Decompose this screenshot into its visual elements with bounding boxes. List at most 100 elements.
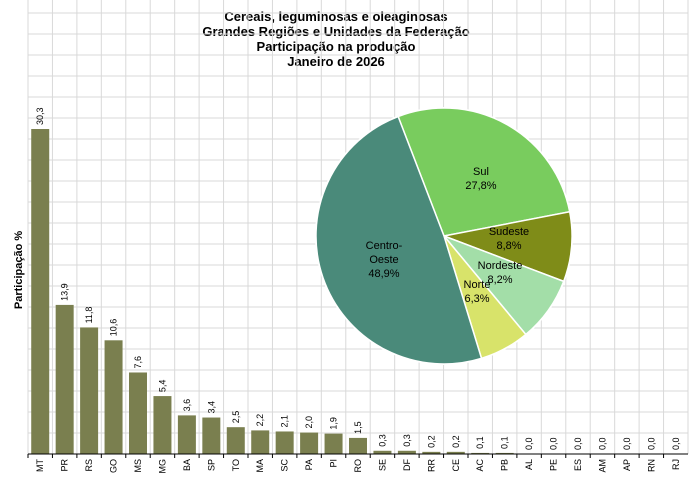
bar-pr [55,304,74,454]
category-label-rr: RR [426,459,436,472]
bar-ce [446,451,465,454]
value-label-sc: 2,1 [280,415,290,428]
pie-label-nordeste: Nordeste 8,2% [478,260,523,286]
pie-value-sul: 27,8% [465,180,496,192]
pie-slice-centrooeste [315,115,483,365]
category-label-mg: MG [157,459,167,474]
category-label-pb: PB [500,459,510,471]
title-line-1: Cereais, leguminosas e oleaginosas [224,9,447,24]
title-line-3: Participação na produção [257,39,416,54]
value-label-ap: 0,0 [622,437,632,450]
category-label-ap: AP [622,459,632,471]
category-label-rn: RN [646,459,656,472]
title-line-4: Janeiro de 2026 [287,54,385,69]
value-label-am: 0,0 [597,437,607,450]
pie-label-sul: Sul 27,8% [465,166,496,192]
bar-mt [31,129,50,454]
value-label-ma: 2,2 [255,414,265,427]
category-label-mt: MT [35,459,45,472]
value-label-rs: 11,8 [84,307,94,324]
category-label-pe: PE [549,459,559,471]
title-line-2: Grandes Regiões e Unidades da Federação [202,24,469,39]
value-label-ba: 3,6 [182,399,192,412]
category-label-am: AM [597,459,607,473]
bar-sp [202,417,221,454]
pie-value-centrooeste: 48,9% [368,268,399,280]
value-label-go: 10,6 [109,319,119,337]
category-label-go: GO [109,459,119,473]
bar-rr [422,451,441,454]
pie-slice-sul [397,107,571,237]
value-label-ms: 7,6 [133,356,143,369]
category-label-to: TO [231,459,241,471]
category-label-pi: PI [329,459,339,468]
category-label-sp: SP [206,459,216,471]
category-label-ms: MS [133,459,143,473]
pie-value-nordeste: 8,2% [487,274,512,286]
value-label-pi: 1,9 [329,417,339,430]
category-label-ac: AC [475,459,485,472]
pie-name-sudeste: Sudeste [489,226,529,238]
value-label-df: 0,3 [402,434,412,447]
category-label-df: DF [402,459,412,471]
value-label-rr: 0,2 [426,435,436,448]
category-label-ma: MA [255,459,265,473]
bar-to [226,427,245,454]
pie-chart: Centro- Oeste 48,9% Sul 27,8% Sudeste 8,8% Nord… [315,107,573,365]
bar-se [373,450,392,454]
bar-series: 30,3 13,9 11,8 10,6 7,6 5,4 3,6 3,4 2,5 2,2 2,1 2,0… [31,107,681,454]
category-label-rs: RS [84,459,94,472]
pie-value-norte: 6,3% [464,293,489,305]
gridlines [27,0,689,454]
pie-value-sudeste: 8,8% [496,240,521,252]
value-label-rj: 0,0 [671,437,681,450]
value-label-to: 2,5 [231,411,241,424]
bar-rs [80,327,99,454]
category-label-ce: CE [451,459,461,472]
pie-name-nordeste: Nordeste [478,260,523,272]
pie-label-centrooeste: Centro- Oeste 48,9% [366,240,403,280]
y-axis-label: Participação % [13,231,25,309]
category-label-ro: RO [353,459,363,473]
bar-ms [129,372,147,454]
value-label-ro: 1,5 [353,421,363,434]
bar-go [104,340,123,454]
category-label-se: SE [377,459,387,471]
value-label-pa: 2,0 [304,416,314,429]
value-label-pb: 0,1 [500,436,510,449]
bar-mg [153,396,172,454]
category-label-es: ES [573,459,583,471]
value-label-es: 0,0 [573,437,583,450]
value-label-se: 0,3 [377,434,387,447]
x-axis: MT PR RS GO MS MG BA SP TO MA SC PA PI RO SE DF RR CE AC PB… [27,453,688,474]
value-label-rn: 0,0 [646,437,656,450]
value-label-mt: 30,3 [35,107,45,125]
category-label-rj: RJ [671,459,681,470]
bar-ba [177,415,196,454]
value-label-ce: 0,2 [451,435,461,448]
category-label-al: AL [524,459,534,470]
pie-name-norte: Norte [464,279,491,291]
pie-name-centrooeste: Centro- [366,240,403,252]
category-label-ba: BA [182,459,192,471]
bar-df [397,450,416,454]
value-label-al: 0,0 [524,437,534,450]
pie-name-sul: Sul [473,166,489,178]
bar-ac [471,452,490,454]
bar-ma [251,430,270,454]
category-label-sc: SC [280,459,290,472]
bar-pb [495,452,514,454]
bar-sc [275,431,294,454]
value-label-pe: 0,0 [549,437,559,450]
category-label-pa: PA [304,459,314,470]
value-label-sp: 3,4 [206,401,216,414]
chart-title: Cereais, leguminosas e oleaginosas Grand… [202,9,469,69]
pie-label-sudeste: Sudeste 8,8% [489,226,529,252]
value-label-mg: 5,4 [157,380,167,393]
bar-pi [324,433,343,454]
value-label-ac: 0,1 [475,436,485,449]
bar-ro [349,437,367,454]
bar-pa [300,432,319,454]
value-label-pr: 13,9 [60,283,70,301]
